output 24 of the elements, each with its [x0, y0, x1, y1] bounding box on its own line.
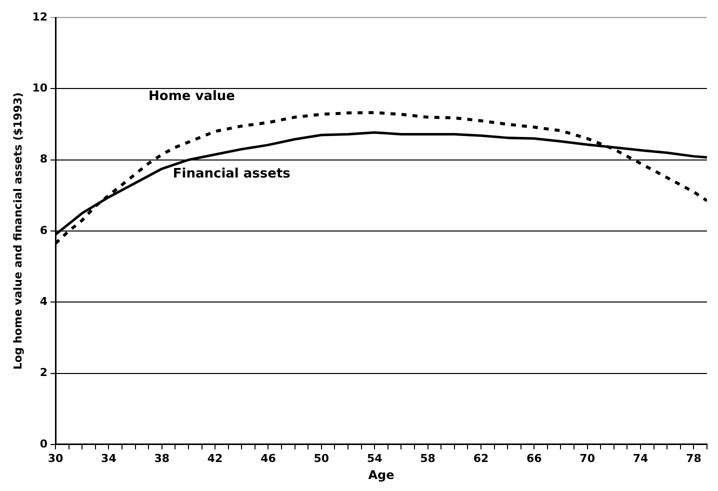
x-tick-label: 78 — [686, 452, 702, 465]
x-tick-label: 34 — [101, 452, 117, 465]
y-tick-label: 0 — [40, 437, 48, 450]
series-label: Home value — [148, 89, 236, 104]
x-tick-label: 54 — [366, 452, 383, 465]
x-tick-label: 30 — [48, 452, 64, 465]
x-tick-label: 74 — [632, 452, 649, 465]
y-tick-label: 6 — [40, 224, 48, 237]
y-tick-label: 10 — [32, 82, 48, 95]
x-tick-label: 46 — [260, 452, 276, 465]
x-tick-label: 50 — [314, 452, 330, 465]
x-tick-label: 58 — [420, 452, 436, 465]
x-tick-label: 42 — [207, 452, 223, 465]
y-tick-label: 12 — [32, 10, 48, 24]
x-axis-title: Age — [368, 468, 394, 482]
y-tick-label: 8 — [40, 152, 48, 166]
series-label: Financial assets — [172, 166, 291, 182]
y-axis-title: Log home value and financial assets ($1993) — [11, 92, 24, 370]
x-tick-label: 70 — [580, 452, 596, 465]
y-tick-label: 4 — [40, 294, 48, 308]
x-tick-label: 62 — [473, 452, 489, 465]
y-tick-label: 2 — [40, 366, 48, 380]
x-tick-label: 66 — [526, 452, 542, 465]
x-tick-label: 38 — [154, 452, 170, 465]
